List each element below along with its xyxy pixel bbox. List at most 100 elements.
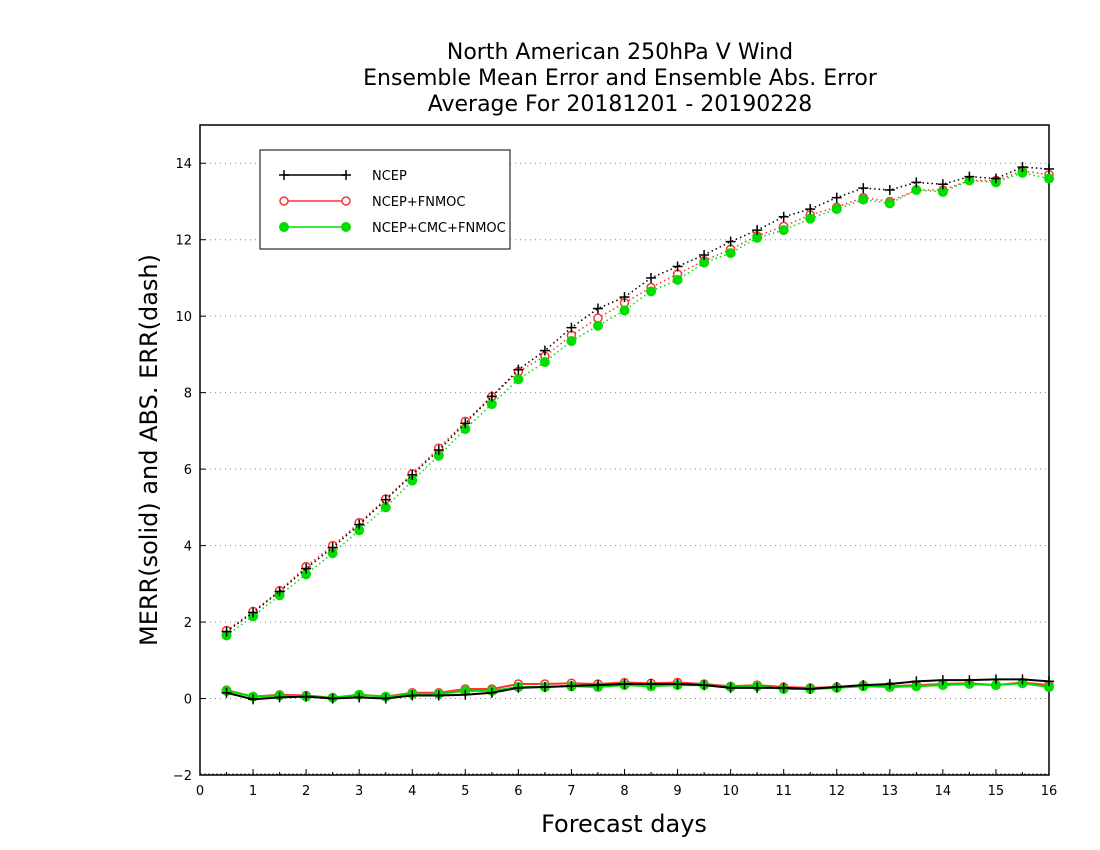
x-tick-label: 6 xyxy=(514,784,522,799)
x-tick-label: 10 xyxy=(722,784,739,799)
abs-err-point xyxy=(805,213,816,224)
abs-err-line xyxy=(226,166,1050,633)
legend-label: NCEP+FNMOC xyxy=(372,195,465,210)
abs-err-point xyxy=(937,179,948,190)
title-line: Average For 20181201 - 20190228 xyxy=(428,92,813,117)
merr-point xyxy=(778,682,789,693)
abs-err-point xyxy=(592,303,603,314)
x-axis-label: Forecast days xyxy=(541,810,707,838)
abs-err-point xyxy=(539,357,550,368)
merr-point xyxy=(646,679,657,689)
abs-err-point xyxy=(725,248,736,259)
x-tick-label: 16 xyxy=(1041,784,1058,799)
abs-err-point xyxy=(911,177,922,188)
abs-err-point xyxy=(327,542,338,553)
x-tick-label: 0 xyxy=(196,784,204,799)
abs-err-point xyxy=(778,225,789,236)
y-tick-label: 0 xyxy=(184,693,192,708)
abs-err-point xyxy=(433,445,444,455)
x-tick-label: 15 xyxy=(988,784,1005,799)
legend-label: NCEP xyxy=(372,169,407,184)
legend: NCEP NCEP+FNMOC NCEP+CMC+FNMOC xyxy=(259,149,511,250)
abs-err-point xyxy=(1044,163,1054,174)
x-tick-label: 5 xyxy=(461,784,469,799)
merr-point xyxy=(274,692,285,703)
abs-err-point xyxy=(221,626,232,637)
abs-err-point xyxy=(566,322,577,333)
merr-point xyxy=(248,694,259,705)
abs-err-point xyxy=(539,345,550,356)
merr-point xyxy=(1017,674,1028,685)
legend-item: NCEP xyxy=(279,169,407,184)
abs-err-point xyxy=(858,194,869,205)
merr-point xyxy=(911,676,922,687)
y-tick-label: 8 xyxy=(184,387,192,402)
merr-point xyxy=(752,682,763,693)
abs-err-point xyxy=(619,292,630,303)
legend-marker xyxy=(341,170,351,180)
abs-err-point xyxy=(725,236,736,247)
merr-point xyxy=(301,691,312,702)
merr-point xyxy=(354,692,365,703)
merr-point xyxy=(407,690,418,701)
merr-point xyxy=(699,680,710,691)
x-tick-label: 12 xyxy=(828,784,845,799)
merr-point xyxy=(539,682,550,693)
abs-err-point xyxy=(1044,173,1054,184)
x-tick-label: 3 xyxy=(355,784,363,799)
merr-point xyxy=(221,687,232,698)
abs-err-point xyxy=(805,204,816,215)
x-tick-label: 14 xyxy=(935,784,952,799)
merr-point xyxy=(1044,676,1054,687)
title-line: Ensemble Mean Error and Ensemble Abs. Er… xyxy=(363,66,878,91)
series-ncep xyxy=(221,162,1054,705)
legend-marker xyxy=(341,222,351,232)
legend-marker xyxy=(279,222,289,232)
abs-err-line xyxy=(226,172,1050,637)
abs-err-point xyxy=(592,320,603,331)
x-tick-label: 4 xyxy=(408,784,416,799)
legend-marker xyxy=(341,196,351,206)
legend-label: NCEP+CMC+FNMOC xyxy=(372,221,506,236)
x-axis: 0 1 2 3 4 5 6 7 8 9 10 11 12 13 14 15 16 xyxy=(196,769,1057,799)
y-axis-label: MERR(solid) and ABS. ERR(dash) xyxy=(135,254,163,646)
abs-err-point xyxy=(858,183,869,194)
abs-err-point xyxy=(380,494,391,505)
merr-point xyxy=(592,680,603,691)
merr-point xyxy=(513,682,524,693)
merr-line xyxy=(226,682,1050,699)
x-tick-label: 1 xyxy=(249,784,257,799)
abs-err-point xyxy=(699,250,710,260)
abs-err-point xyxy=(301,563,312,574)
abs-err-point xyxy=(566,336,577,347)
y-tick-label: 12 xyxy=(175,234,192,249)
legend-box xyxy=(259,149,511,250)
abs-err-point xyxy=(407,469,418,480)
y-tick-label: 6 xyxy=(184,463,192,478)
merr-point xyxy=(619,679,630,689)
abs-err-point xyxy=(990,173,1001,184)
abs-err-point xyxy=(646,286,657,297)
abs-err-point xyxy=(831,204,842,215)
merr-point xyxy=(327,693,338,704)
abs-err-point xyxy=(513,364,524,375)
merr-point xyxy=(990,674,1001,685)
y-tick-label: 2 xyxy=(184,616,192,631)
y-tick-label: 4 xyxy=(184,540,192,555)
series-layer xyxy=(221,162,1054,705)
merr-point xyxy=(725,682,736,693)
merr-point xyxy=(486,687,497,698)
abs-err-point xyxy=(354,519,365,530)
merr-point xyxy=(566,680,577,691)
legend-marker xyxy=(279,170,289,180)
abs-err-point xyxy=(513,374,524,385)
abs-err-point xyxy=(672,274,683,285)
title-line: North American 250hPa V Wind xyxy=(447,40,793,65)
merr-point xyxy=(858,680,869,691)
abs-err-point xyxy=(884,185,895,195)
abs-err-point xyxy=(752,225,763,236)
merr-point xyxy=(672,679,683,689)
x-tick-label: 7 xyxy=(567,784,575,799)
abs-err-point xyxy=(646,272,657,283)
